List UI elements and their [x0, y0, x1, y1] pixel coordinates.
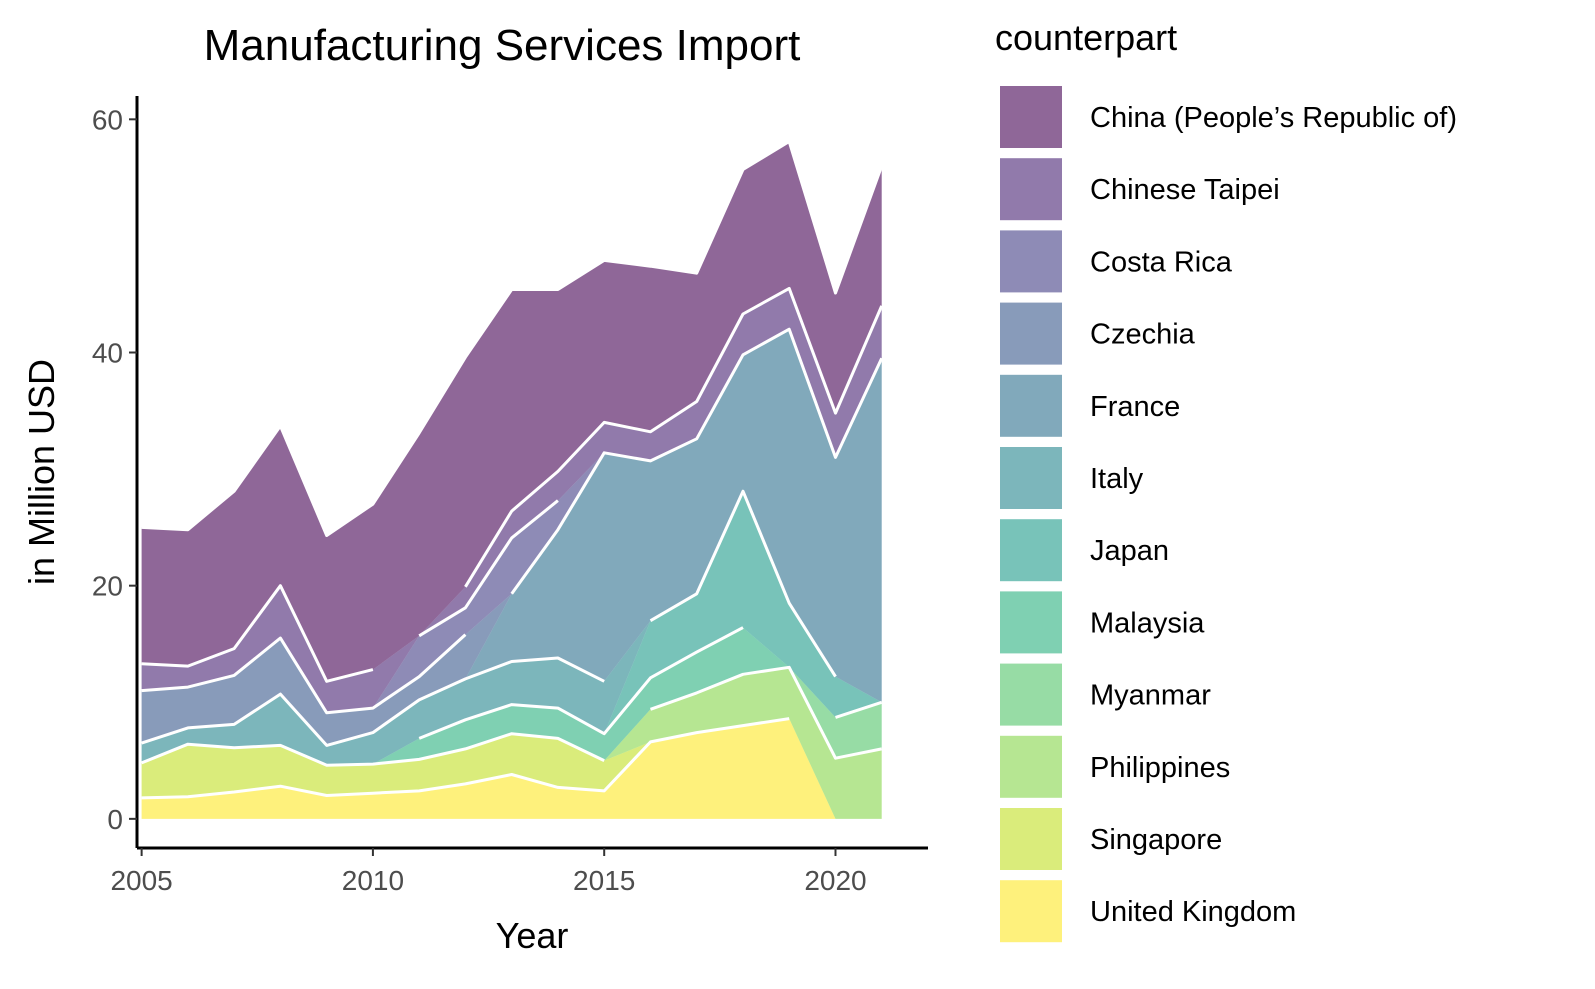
line-malaysia — [418, 626, 744, 740]
legend-label-singapore: Singapore — [1090, 824, 1222, 856]
line-china-people-s-republic-of — [141, 140, 884, 537]
x-axis-title: Year — [496, 915, 569, 956]
legend-label-philippines: Philippines — [1090, 752, 1230, 784]
legend-key-philippines — [1000, 735, 1062, 798]
area-czechia — [141, 329, 882, 746]
area-chinese-taipei — [141, 288, 882, 713]
y-axis-title: in Million USD — [21, 359, 62, 585]
legend: China (People’s Republic of) Chinese Taip… — [1000, 86, 1457, 943]
legend-key-united-kingdom — [1000, 880, 1062, 943]
line-chinese-taipei — [141, 286, 884, 683]
legend-key-france — [1000, 374, 1062, 437]
y-tick-label-60: 60 — [92, 104, 123, 135]
legend-label-france: France — [1090, 391, 1180, 423]
x-ticks: 2005 2010 2015 2020 — [110, 848, 867, 896]
line-myanmar — [835, 700, 883, 719]
line-united-kingdom — [141, 717, 790, 800]
area-italy — [141, 491, 882, 766]
chart-title: Manufacturing Services Import — [204, 21, 801, 70]
legend-label-china-people-s-republic-of: China (People’s Republic of) — [1090, 102, 1457, 134]
line-czechia — [141, 633, 467, 715]
plot-areas — [141, 141, 882, 819]
legend-key-singapore — [1000, 808, 1062, 870]
legend-key-chinese-taipei — [1000, 158, 1062, 221]
legend-key-costa-rica — [1000, 230, 1062, 293]
line-france — [510, 327, 884, 595]
y-tick-label-0: 0 — [107, 804, 123, 835]
line-singapore — [141, 732, 605, 767]
area-malaysia — [141, 627, 882, 766]
line-japan — [649, 489, 837, 678]
legend-key-italy — [1000, 447, 1062, 509]
area-philippines — [141, 667, 882, 819]
legend-label-italy: Italy — [1090, 463, 1144, 495]
legend-title: counterpart — [995, 17, 1177, 58]
x-tick-label-2005: 2005 — [110, 865, 172, 896]
legend-label-malaysia: Malaysia — [1090, 607, 1205, 639]
area-china-people-s-republic-of — [141, 141, 882, 682]
x-tick-label-2010: 2010 — [342, 865, 404, 896]
legend-key-malaysia — [1000, 591, 1062, 654]
legend-key-china-people-s-republic-of — [1000, 86, 1062, 148]
x-tick-label-2020: 2020 — [804, 865, 866, 896]
legend-label-costa-rica: Costa Rica — [1090, 246, 1233, 278]
area-japan — [141, 491, 882, 766]
legend-label-united-kingdom: United Kingdom — [1090, 896, 1296, 928]
line-italy — [141, 656, 605, 747]
legend-key-myanmar — [1000, 663, 1062, 726]
area-united-kingdom — [141, 718, 882, 819]
legend-key-czechia — [1000, 302, 1062, 365]
area-singapore — [141, 718, 882, 819]
legend-label-czechia: Czechia — [1090, 319, 1196, 351]
axes — [135, 96, 928, 850]
y-tick-label-20: 20 — [92, 571, 123, 602]
legend-label-chinese-taipei: Chinese Taipei — [1090, 174, 1280, 206]
legend-label-japan: Japan — [1090, 535, 1169, 567]
line-costa-rica — [418, 499, 559, 638]
x-tick-label-2015: 2015 — [573, 865, 635, 896]
y-tick-label-40: 40 — [92, 337, 123, 368]
legend-label-myanmar: Myanmar — [1090, 680, 1211, 712]
y-ticks: 0 20 40 60 — [92, 104, 137, 835]
legend-key-japan — [1000, 519, 1062, 582]
line-philippines — [649, 665, 882, 760]
plot-lines — [141, 140, 884, 800]
